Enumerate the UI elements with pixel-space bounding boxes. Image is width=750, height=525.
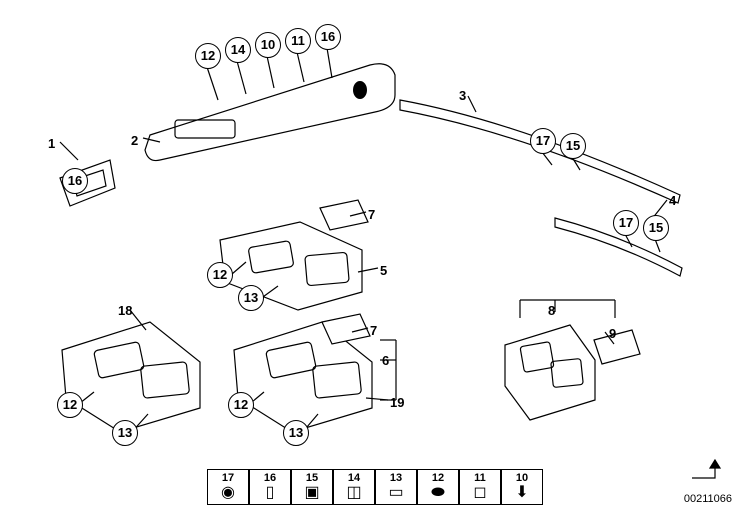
- number-9: 9: [609, 326, 616, 341]
- callout-17: 17: [530, 128, 556, 154]
- legend-11: 11◻: [459, 469, 501, 505]
- legend-icon: ⬬: [431, 485, 445, 501]
- callout-16: 16: [315, 24, 341, 50]
- callout-12: 12: [228, 392, 254, 418]
- number-18: 18: [118, 303, 132, 318]
- callout-12: 12: [195, 43, 221, 69]
- reference-number: 00211066: [684, 493, 732, 505]
- legend-16: 16▯: [249, 469, 291, 505]
- callout-16: 16: [62, 168, 88, 194]
- legend-13: 13▭: [375, 469, 417, 505]
- legend-icon: ◻: [473, 485, 486, 501]
- legend-number: 16: [264, 472, 276, 484]
- callout-15: 15: [560, 133, 586, 159]
- legend-row: 17◉16▯15▣14◫13▭12⬬11◻10⬇: [207, 469, 543, 505]
- number-19: 19: [390, 395, 404, 410]
- callout-14: 14: [225, 37, 251, 63]
- legend-number: 13: [390, 472, 402, 484]
- number-7: 7: [370, 323, 377, 338]
- number-8: 8: [548, 303, 555, 318]
- legend-icon: ⬇: [515, 485, 528, 501]
- legend-number: 12: [432, 472, 444, 484]
- callout-12: 12: [57, 392, 83, 418]
- legend-icon: ▯: [266, 485, 275, 501]
- callout-11: 11: [285, 28, 311, 54]
- legend-15: 15▣: [291, 469, 333, 505]
- number-7: 7: [368, 207, 375, 222]
- callout-10: 10: [255, 32, 281, 58]
- legend-17: 17◉: [207, 469, 249, 505]
- number-1: 1: [48, 136, 55, 151]
- number-5: 5: [380, 263, 387, 278]
- number-6: 6: [382, 353, 389, 368]
- callout-13: 13: [283, 420, 309, 446]
- diagram-svg: [0, 0, 750, 525]
- legend-number: 15: [306, 472, 318, 484]
- callout-13: 13: [238, 285, 264, 311]
- legend-number: 14: [348, 472, 360, 484]
- legend-number: 17: [222, 472, 234, 484]
- number-2: 2: [131, 133, 138, 148]
- callout-17: 17: [613, 210, 639, 236]
- legend-icon: ◫: [346, 485, 361, 501]
- number-4: 4: [669, 193, 676, 208]
- legend-10: 10⬇: [501, 469, 543, 505]
- diagram-canvas: 12141011161617151715121312131213 1234567…: [0, 0, 750, 525]
- legend-icon: ▭: [388, 485, 403, 501]
- callout-13: 13: [112, 420, 138, 446]
- legend-icon: ◉: [221, 485, 235, 501]
- legend-number: 10: [516, 472, 528, 484]
- number-3: 3: [459, 88, 466, 103]
- legend-12: 12⬬: [417, 469, 459, 505]
- legend-icon: ▣: [304, 485, 319, 501]
- callout-12: 12: [207, 262, 233, 288]
- callout-15: 15: [643, 215, 669, 241]
- legend-number: 11: [474, 472, 486, 484]
- legend-14: 14◫: [333, 469, 375, 505]
